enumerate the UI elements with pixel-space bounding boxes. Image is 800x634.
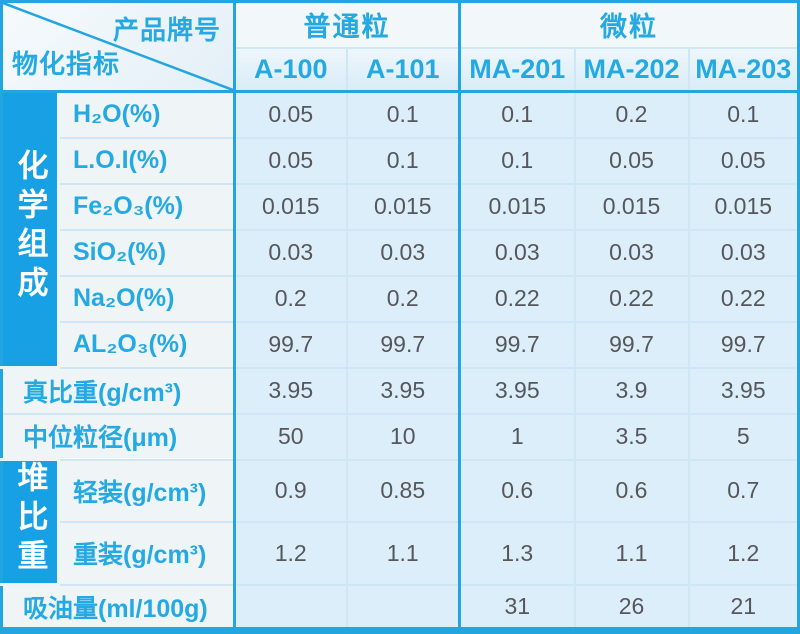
column-group-fine: 微粒 bbox=[458, 0, 800, 49]
value-cell: 0.22 bbox=[687, 274, 800, 323]
value-cell: 1 bbox=[458, 412, 576, 461]
row-label-light-packing: 轻装(g/cm³) bbox=[57, 458, 236, 523]
value-cell: 50 bbox=[233, 412, 348, 461]
table-row: 真比重(g/cm³) 3.95 3.95 3.95 3.9 3.95 bbox=[0, 366, 800, 415]
value-cell: 0.85 bbox=[345, 458, 461, 523]
row-label-median-particle-size: 中位粒径(μm) bbox=[0, 412, 236, 461]
value-cell: 0.03 bbox=[345, 228, 461, 277]
row-label-sio2: SiO₂(%) bbox=[57, 228, 236, 277]
value-cell: 0.05 bbox=[233, 136, 348, 185]
value-cell: 31 bbox=[458, 583, 576, 632]
value-cell: 1.1 bbox=[573, 521, 690, 586]
table-row: 堆比重 轻装(g/cm³) 0.9 0.85 0.6 0.6 0.7 bbox=[0, 458, 800, 586]
table-row: L.O.I(%) 0.05 0.1 0.1 0.05 0.05 bbox=[2, 136, 800, 185]
value-cell: 0.9 bbox=[233, 458, 348, 523]
value-cell bbox=[345, 583, 461, 632]
value-cell: 0.05 bbox=[687, 136, 800, 185]
table-row: 吸油量(ml/100g) 31 26 21 bbox=[0, 583, 800, 632]
value-cell: 3.95 bbox=[687, 366, 800, 415]
row-group-bulk-density: 堆比重 bbox=[0, 458, 60, 586]
row-label-oil-absorption: 吸油量(ml/100g) bbox=[0, 583, 236, 632]
value-cell: 3.95 bbox=[345, 366, 461, 415]
value-cell: 0.05 bbox=[233, 90, 348, 139]
row-label-na2o: Na₂O(%) bbox=[57, 274, 236, 323]
row-label-heavy-packing: 重装(g/cm³) bbox=[57, 521, 236, 586]
value-cell: 1.2 bbox=[687, 521, 800, 586]
row-label-al2o3: AL₂O₃(%) bbox=[57, 320, 236, 369]
value-cell: 99.7 bbox=[345, 320, 461, 369]
value-cell: 99.7 bbox=[233, 320, 348, 369]
value-cell: 0.015 bbox=[345, 182, 461, 231]
row-label-true-density: 真比重(g/cm³) bbox=[0, 366, 236, 415]
column-header-a100: A-100 bbox=[233, 46, 348, 93]
value-cell: 0.015 bbox=[458, 182, 576, 231]
value-cell: 1.3 bbox=[458, 521, 576, 586]
value-cell: 0.015 bbox=[233, 182, 348, 231]
table-header: 产品牌号 物化指标 普通粒 微粒 A-100 A-101 MA-201 MA-2… bbox=[0, 0, 800, 93]
column-group-ordinary: 普通粒 bbox=[233, 0, 461, 49]
column-header-a101: A-101 bbox=[345, 46, 461, 93]
value-cell: 0.6 bbox=[458, 458, 576, 523]
column-header-ma202: MA-202 bbox=[573, 46, 690, 93]
corner-bottom-left-label: 物化指标 bbox=[12, 49, 121, 79]
value-cell: 0.03 bbox=[233, 228, 348, 277]
value-cell: 99.7 bbox=[687, 320, 800, 369]
value-cell: 0.03 bbox=[458, 228, 576, 277]
table-row: 重装(g/cm³) 1.2 1.1 1.3 1.1 1.2 bbox=[2, 521, 800, 586]
value-cell: 21 bbox=[687, 583, 800, 632]
value-cell: 3.95 bbox=[458, 366, 576, 415]
value-cell: 0.22 bbox=[458, 274, 576, 323]
value-cell: 99.7 bbox=[573, 320, 690, 369]
table-body: 化学组成 H₂O(%) 0.05 0.1 0.1 0.2 0.1 L.O.I(%… bbox=[0, 90, 800, 632]
corner-top-right-label: 产品牌号 bbox=[112, 15, 221, 45]
value-cell: 99.7 bbox=[458, 320, 576, 369]
row-label-h2o: H₂O(%) bbox=[57, 90, 236, 139]
value-cell: 0.05 bbox=[573, 136, 690, 185]
value-cell: 1.1 bbox=[345, 521, 461, 586]
diagonal-line bbox=[3, 3, 233, 90]
row-label-fe2o3: Fe₂O₃(%) bbox=[57, 182, 236, 231]
row-group-chemical-composition: 化学组成 bbox=[0, 90, 60, 369]
table-row: 中位粒径(μm) 50 10 1 3.5 5 bbox=[0, 412, 800, 461]
value-cell: 0.1 bbox=[345, 90, 461, 139]
table-row: AL₂O₃(%) 99.7 99.7 99.7 99.7 99.7 bbox=[2, 320, 800, 369]
table-row: Fe₂O₃(%) 0.015 0.015 0.015 0.015 0.015 bbox=[2, 182, 800, 231]
value-cell: 0.6 bbox=[573, 458, 690, 523]
value-cell: 5 bbox=[687, 412, 800, 461]
value-cell: 0.7 bbox=[687, 458, 800, 523]
value-cell: 1.2 bbox=[233, 521, 348, 586]
value-cell: 0.22 bbox=[573, 274, 690, 323]
table-row: Na₂O(%) 0.2 0.2 0.22 0.22 0.22 bbox=[2, 274, 800, 323]
value-cell: 10 bbox=[345, 412, 461, 461]
column-header-ma203: MA-203 bbox=[687, 46, 800, 93]
table-row: SiO₂(%) 0.03 0.03 0.03 0.03 0.03 bbox=[2, 228, 800, 277]
table-row: 化学组成 H₂O(%) 0.05 0.1 0.1 0.2 0.1 bbox=[0, 90, 800, 369]
row-group-chemical-label: 化学组成 bbox=[12, 149, 48, 305]
value-cell: 26 bbox=[573, 583, 690, 632]
value-cell: 3.95 bbox=[233, 366, 348, 415]
row-group-bulk-density-label: 堆比重 bbox=[12, 461, 48, 579]
value-cell: 0.015 bbox=[687, 182, 800, 231]
value-cell: 0.03 bbox=[573, 228, 690, 277]
value-cell bbox=[233, 583, 348, 632]
column-header-ma201: MA-201 bbox=[458, 46, 576, 93]
value-cell: 0.2 bbox=[233, 274, 348, 323]
value-cell: 0.2 bbox=[345, 274, 461, 323]
value-cell: 3.9 bbox=[573, 366, 690, 415]
value-cell: 0.1 bbox=[458, 90, 576, 139]
corner-header-cell: 产品牌号 物化指标 bbox=[0, 0, 236, 93]
value-cell: 0.03 bbox=[687, 228, 800, 277]
value-cell: 3.5 bbox=[573, 412, 690, 461]
value-cell: 0.015 bbox=[573, 182, 690, 231]
value-cell: 0.1 bbox=[458, 136, 576, 185]
value-cell: 0.1 bbox=[345, 136, 461, 185]
value-cell: 0.2 bbox=[573, 90, 690, 139]
row-label-loi: L.O.I(%) bbox=[57, 136, 236, 185]
value-cell: 0.1 bbox=[687, 90, 800, 139]
